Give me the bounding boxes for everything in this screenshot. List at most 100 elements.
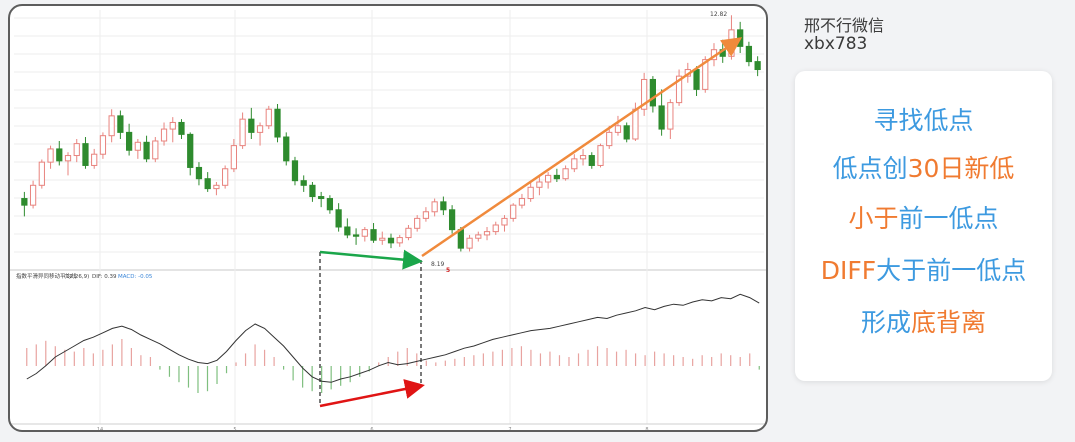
candle-body — [414, 217, 421, 229]
candle-body — [387, 237, 395, 244]
candle-body — [291, 160, 299, 182]
candle-body — [169, 121, 176, 130]
candle-body — [283, 136, 290, 162]
candle-body — [256, 125, 264, 133]
right-area: 邢不行微信 xbx783 寻找低点 低点创30日新低 小于前一低点 DIFF大于前一低… — [770, 0, 1075, 442]
candle-body — [675, 75, 683, 104]
candle-body — [160, 128, 168, 142]
candle-body — [483, 231, 491, 236]
candle-body — [21, 198, 28, 206]
candle-body — [501, 217, 508, 226]
macd-histogram — [26, 339, 760, 393]
candle-body — [745, 45, 753, 63]
candle-body — [204, 178, 211, 190]
candle-body — [379, 237, 386, 241]
candle-body — [422, 211, 430, 219]
candle-body — [518, 198, 526, 206]
step-4-segment: DIFF — [820, 256, 877, 285]
candle-body — [475, 234, 482, 239]
step-1: 寻找低点 — [795, 101, 1052, 137]
grid-layer — [10, 10, 766, 425]
price-low-marker: 5 — [446, 267, 450, 274]
candle-body — [108, 115, 115, 137]
contact-name: 邢不行微信 — [804, 16, 885, 35]
step-2-segment: 新低 — [964, 154, 1015, 183]
step-4-segment: 大于 — [876, 256, 927, 285]
candle-body — [143, 141, 150, 160]
candle-body — [632, 108, 639, 140]
candle-body — [326, 198, 334, 211]
candle-body — [492, 224, 499, 233]
candle-body — [571, 158, 578, 170]
step-5: 形成底背离 — [795, 303, 1052, 339]
candle-body — [99, 135, 107, 155]
candle-body — [553, 174, 560, 180]
candle-body — [335, 209, 342, 228]
x-tick-label: 7 — [508, 427, 511, 430]
step-3: 小于前一低点 — [795, 199, 1052, 235]
candle-body — [125, 131, 133, 151]
candle-body — [91, 153, 98, 166]
dif-higher-low-arrow — [319, 379, 425, 408]
candle-body — [396, 237, 403, 244]
candle-body — [230, 145, 237, 170]
candle-body — [64, 155, 72, 162]
candle-body — [667, 102, 674, 130]
candle-body — [693, 69, 700, 90]
candle-body — [134, 141, 141, 151]
candle-body — [213, 184, 220, 190]
candle-body — [405, 227, 412, 239]
candle-body — [658, 105, 665, 130]
candle-body — [545, 174, 552, 183]
candle-body — [38, 161, 45, 186]
candle-body — [29, 184, 37, 206]
candle-body — [448, 209, 456, 231]
candle-body — [265, 108, 272, 127]
candle-body — [614, 125, 622, 133]
step-4: DIFF大于前一低点 — [795, 251, 1052, 287]
candle-body — [152, 140, 159, 160]
candle-body — [300, 180, 307, 186]
step-4-segment: 前一低点 — [926, 256, 1027, 285]
candle-body — [222, 168, 229, 186]
candle-body — [510, 204, 517, 219]
macd-legend-dif: DIF: 0.39 — [92, 274, 117, 280]
candle-body — [47, 148, 54, 163]
chart-panel: 12.82 8.19 5 指数平滑异同移动平均线 (12,26,9) DIF: 0.39 M… — [8, 4, 768, 432]
candle-body — [431, 201, 438, 213]
candle-body — [649, 78, 657, 107]
candle-body — [187, 133, 194, 168]
candle-body — [536, 181, 543, 188]
step-5-segment: 形成 — [860, 308, 911, 337]
candle-body — [239, 118, 246, 147]
candle-body — [754, 61, 761, 71]
candles-layer — [21, 15, 761, 252]
price-lower-low-arrow — [319, 249, 423, 270]
contact-id: xbx783 — [804, 34, 868, 54]
candle-body — [641, 78, 648, 110]
step-3-segment: 前一低点 — [898, 204, 999, 233]
candle-body — [352, 234, 360, 237]
step-2-segment: 低点创 — [832, 154, 908, 183]
candle-body — [623, 125, 630, 140]
macd-legend-name: 指数平滑异同移动平均线 — [16, 272, 77, 280]
candle-body — [370, 229, 377, 241]
candle-body — [344, 226, 351, 236]
candle-body — [248, 118, 255, 133]
x-tick-label: 14 — [97, 427, 103, 430]
candle-body — [82, 143, 89, 166]
x-tick-label: 6 — [370, 427, 373, 430]
candle-body — [562, 168, 569, 180]
annotations-layer — [319, 37, 743, 408]
candle-body — [309, 184, 316, 198]
dif-line-layer — [26, 293, 760, 383]
step-2: 低点创30日新低 — [795, 149, 1052, 185]
dif-line — [26, 293, 760, 383]
candle-body — [457, 229, 464, 249]
macd-legend-macd: MACD: -0.05 — [118, 274, 153, 280]
macd-legend-params: (12,26,9) — [64, 274, 89, 280]
candle-body — [737, 29, 744, 47]
x-tick-label: 8 — [645, 427, 648, 430]
